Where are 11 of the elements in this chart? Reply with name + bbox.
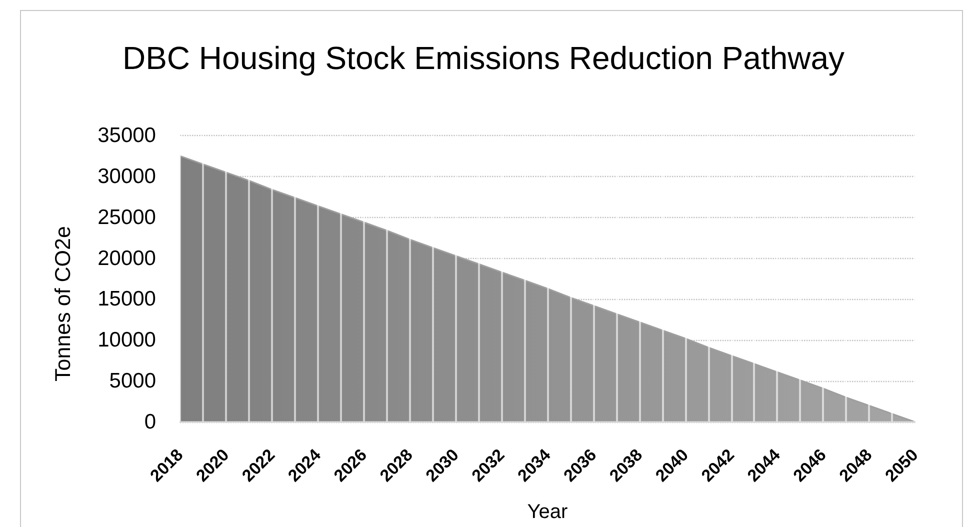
- chart-title: DBC Housing Stock Emissions Reduction Pathway: [122, 40, 845, 76]
- y-axis-title: Tonnes of CO2e: [51, 226, 75, 382]
- y-tick-label: 0: [144, 410, 156, 434]
- y-tick-label: 25000: [98, 206, 156, 229]
- x-axis-title: Year: [527, 501, 568, 523]
- y-tick-label: 15000: [98, 288, 156, 311]
- y-tick-label: 30000: [98, 164, 156, 188]
- y-tick-label: 35000: [98, 124, 156, 147]
- y-tick-label: 20000: [98, 246, 156, 270]
- y-tick-label: 10000: [98, 328, 156, 352]
- y-tick-label: 5000: [109, 370, 156, 393]
